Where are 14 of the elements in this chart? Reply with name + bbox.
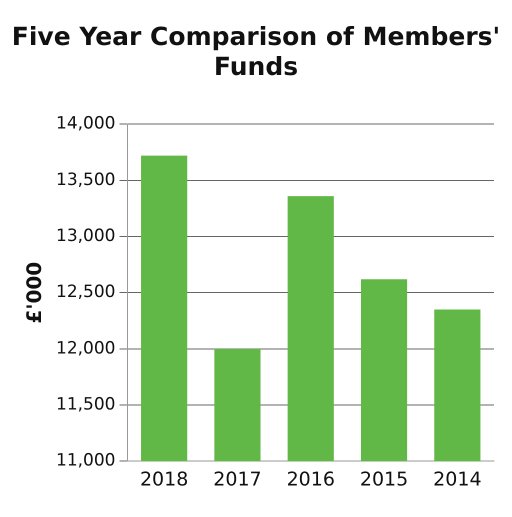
y-tick-label: 11,000 xyxy=(56,450,116,471)
x-tick-label: 2015 xyxy=(360,468,408,491)
y-tick-label: 12,000 xyxy=(56,338,116,358)
y-axis-title: £'000 xyxy=(22,262,46,324)
y-tick-label: 12,500 xyxy=(56,282,116,302)
y-tick-label: 11,500 xyxy=(56,394,116,414)
x-tick-label: 2014 xyxy=(433,468,482,491)
y-tick-label: 13,000 xyxy=(56,226,116,246)
x-tick-label: 2018 xyxy=(140,468,188,491)
chart-title: Five Year Comparison of Members' Funds xyxy=(10,22,502,82)
y-tick-label: 13,500 xyxy=(56,170,116,190)
x-tick-label: 2017 xyxy=(213,468,262,491)
x-tick-label: 2016 xyxy=(286,468,335,491)
y-tick-label: 14,000 xyxy=(56,114,116,134)
